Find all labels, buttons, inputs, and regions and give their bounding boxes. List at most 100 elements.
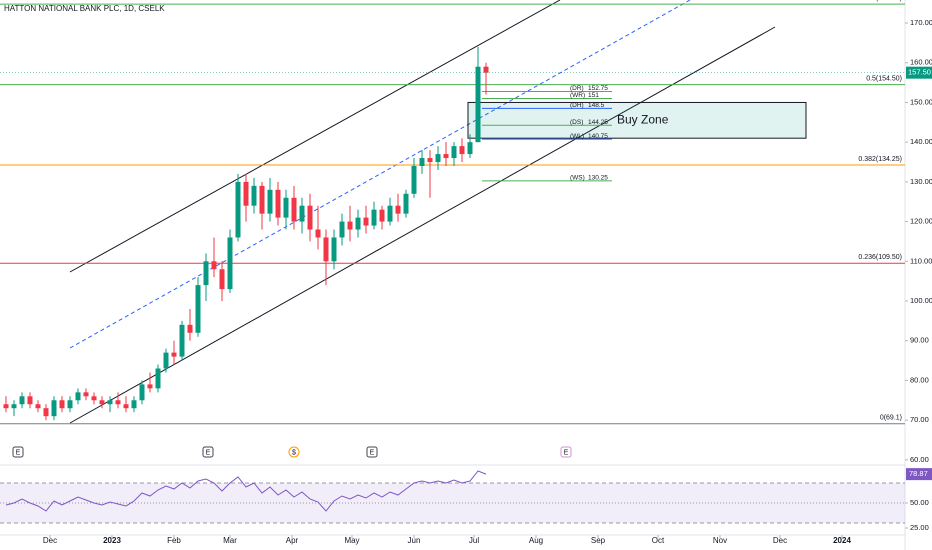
x-tick-label: May: [344, 536, 359, 545]
event-marker: [366, 446, 378, 458]
candle-body: [475, 66, 481, 143]
rsi-tick-label: 25.00: [910, 523, 929, 532]
candle-body: [235, 181, 241, 238]
x-tick-label: Feb: [167, 536, 181, 545]
candle-body: [419, 158, 425, 166]
candle-body: [35, 404, 41, 409]
candle-body: [227, 237, 233, 290]
candle-body: [107, 400, 113, 405]
candle-body: [315, 229, 321, 238]
candle-body: [187, 324, 193, 333]
event-marker: [202, 446, 214, 458]
buy-zone-label: Buy Zone: [617, 112, 669, 126]
fib-label: 0.236(109.50): [858, 254, 902, 261]
candle-body: [219, 269, 225, 290]
x-tick-label: 2024: [833, 536, 851, 545]
chart-title: HATTON NATIONAL BANK PLC, 1D, CSELK: [4, 4, 165, 13]
event-label: E: [16, 449, 21, 456]
y-tick-label: 70.00: [910, 415, 929, 424]
y-tick-label: 170.00: [910, 18, 932, 27]
event-label: E: [564, 449, 569, 456]
candle-body: [443, 154, 449, 159]
candle-body: [155, 368, 161, 389]
candle-body: [83, 392, 89, 397]
rsi-last-box: [906, 468, 932, 481]
pivot-label: (DH): [570, 102, 584, 109]
candle-body: [59, 400, 65, 409]
candle-body: [27, 396, 33, 405]
rsi-tick-label: 50.00: [910, 498, 929, 507]
candle-body: [483, 66, 489, 73]
candle-body: [451, 146, 457, 159]
x-tick-label: Jul: [469, 536, 479, 545]
y-tick-label: 90.00: [910, 336, 929, 345]
candle-body: [75, 392, 81, 401]
candle-body: [91, 396, 97, 401]
candle-body: [251, 185, 257, 206]
candle-body: [123, 404, 129, 409]
candle-body: [99, 400, 105, 405]
channel-upper: [69, 0, 561, 273]
candle-body: [331, 237, 337, 262]
candle-body: [179, 324, 185, 357]
pivot-value: 144.25: [588, 119, 608, 126]
candle-body: [387, 205, 393, 222]
event-label: E: [370, 449, 375, 456]
pivot-label: (WL): [570, 133, 584, 140]
candle-body: [283, 197, 289, 218]
fib-label: 0.5(154.50): [866, 75, 902, 82]
candle-body: [467, 142, 473, 155]
candle-body: [459, 146, 465, 155]
candle-body: [3, 404, 9, 409]
pivot-label: (WR): [570, 92, 585, 99]
candle-body: [163, 352, 169, 369]
x-tick-label: Dec: [43, 536, 57, 545]
candle-body: [323, 237, 329, 262]
candle-body: [203, 261, 209, 286]
fib-label: 0(69.1): [880, 415, 902, 422]
candle-body: [139, 384, 145, 401]
candle-body: [19, 396, 25, 405]
candle-body: [411, 165, 417, 194]
y-tick-label: 120.00: [910, 217, 932, 226]
candle-body: [51, 400, 57, 417]
x-tick-label: Aug: [529, 536, 543, 545]
candle-body: [243, 181, 249, 206]
x-tick-label: Nov: [713, 536, 727, 545]
event-label: $: [292, 449, 296, 456]
event-marker: [288, 446, 300, 458]
candle-body: [339, 221, 345, 238]
y-tick-label: 130.00: [910, 177, 932, 186]
pivot-value: 151: [588, 92, 599, 99]
candle-body: [379, 209, 385, 222]
fib-label: 0.618(174.75): [858, 0, 902, 2]
candle-body: [171, 352, 177, 357]
candle-body: [307, 205, 313, 230]
y-tick-label: 110.00: [910, 256, 932, 265]
candle-body: [115, 400, 121, 405]
x-tick-label: Jun: [408, 536, 421, 545]
y-tick-label: 60.00: [910, 455, 929, 464]
x-tick-label: Mar: [223, 536, 237, 545]
pivot-value: 140.75: [588, 133, 608, 140]
y-tick-label: 160.00: [910, 58, 932, 67]
channel-lower: [69, 26, 776, 424]
pivot-value: 152.75: [588, 85, 608, 92]
pivot-value: 130.25: [588, 175, 608, 182]
event-marker: [560, 446, 572, 458]
candle-body: [347, 221, 353, 230]
x-tick-label: Dec: [773, 536, 787, 545]
candle-body: [275, 189, 281, 218]
x-tick-label: 2023: [103, 536, 121, 545]
candle-body: [211, 261, 217, 270]
y-tick-label: 140.00: [910, 137, 932, 146]
candle-body: [395, 205, 401, 214]
candle-body: [267, 189, 273, 214]
rsi-line: [5, 470, 487, 512]
candle-body: [427, 158, 433, 163]
candle-body: [291, 197, 297, 222]
pivot-label: (DR): [570, 85, 584, 92]
pivot-label: (WS): [570, 175, 585, 182]
